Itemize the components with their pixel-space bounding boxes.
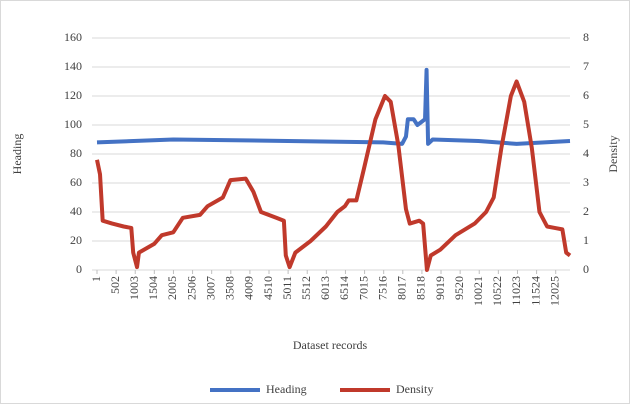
y2-tick-label: 7 xyxy=(583,59,589,73)
y2-tick-label: 0 xyxy=(583,262,589,276)
x-tick-label: 2005 xyxy=(165,276,179,300)
y-tick-label: 160 xyxy=(64,30,82,44)
y-tick-label: 120 xyxy=(64,88,82,102)
x-tick-label: 10522 xyxy=(490,276,504,306)
y2-tick-label: 1 xyxy=(583,233,589,247)
y2-tick-label: 3 xyxy=(583,175,589,189)
x-tick-label: 1 xyxy=(89,276,103,282)
y-tick-label: 0 xyxy=(76,262,82,276)
series-line xyxy=(96,67,571,146)
x-tick-label: 9019 xyxy=(433,276,447,300)
legend-label: Heading xyxy=(266,382,307,396)
y-tick-label: 20 xyxy=(70,233,82,247)
y2-axis-label: Density xyxy=(606,135,620,172)
x-tick-label: 3508 xyxy=(223,276,237,300)
x-tick-label: 11524 xyxy=(528,276,542,306)
x-tick-label: 8017 xyxy=(395,276,409,300)
x-axis-label: Dataset records xyxy=(293,338,368,352)
y2-tick-label: 6 xyxy=(583,88,589,102)
x-tick-label: 3007 xyxy=(203,276,217,300)
x-tick-label: 9520 xyxy=(452,276,466,300)
x-tick-label: 10021 xyxy=(471,276,485,306)
x-tick-label: 7015 xyxy=(356,276,370,300)
x-tick-label: 12025 xyxy=(547,276,561,306)
x-tick-label: 4510 xyxy=(261,276,275,300)
y-tick-label: 100 xyxy=(64,117,82,131)
series-line xyxy=(95,79,572,272)
x-tick-label: 11023 xyxy=(509,276,523,306)
x-tick-label: 2506 xyxy=(184,276,198,300)
x-tick-label: 1504 xyxy=(146,276,160,300)
y2-tick-label: 8 xyxy=(583,30,589,44)
y2-tick-label: 4 xyxy=(583,146,589,160)
x-tick-label: 502 xyxy=(108,276,122,294)
x-tick-label: 6514 xyxy=(337,276,351,300)
x-tick-label: 1003 xyxy=(127,276,141,300)
y2-tick-label: 5 xyxy=(583,117,589,131)
x-tick-label: 6013 xyxy=(318,276,332,300)
x-tick-label: 5512 xyxy=(299,276,313,300)
y-tick-label: 40 xyxy=(70,204,82,218)
x-tick-label: 7516 xyxy=(375,276,389,300)
y-tick-label: 80 xyxy=(70,146,82,160)
y2-tick-label: 2 xyxy=(583,204,589,218)
y-tick-label: 140 xyxy=(64,59,82,73)
x-tick-label: 5011 xyxy=(280,276,294,300)
x-tick-label: 4009 xyxy=(242,276,256,300)
y-tick-label: 60 xyxy=(70,175,82,189)
legend-label: Density xyxy=(396,382,433,396)
y-axis-label: Heading xyxy=(10,134,24,175)
x-tick-label: 8518 xyxy=(414,276,428,300)
